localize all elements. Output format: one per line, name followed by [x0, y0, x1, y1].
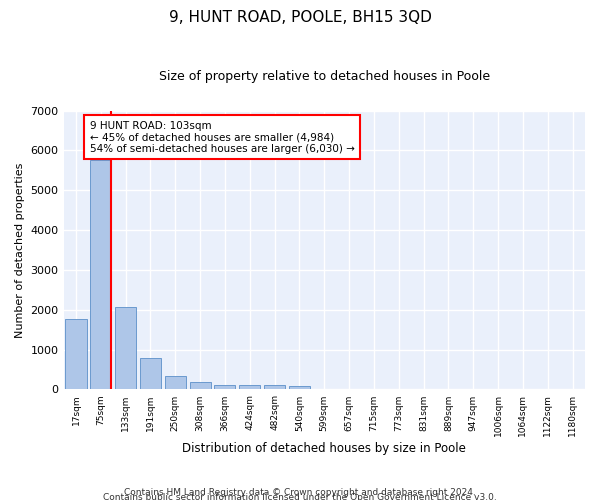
- Text: Contains public sector information licensed under the Open Government Licence v3: Contains public sector information licen…: [103, 492, 497, 500]
- Bar: [190, 382, 211, 390]
- Y-axis label: Number of detached properties: Number of detached properties: [15, 162, 25, 338]
- Bar: [140, 358, 161, 390]
- X-axis label: Distribution of detached houses by size in Poole: Distribution of detached houses by size …: [182, 442, 466, 455]
- Bar: [165, 376, 186, 390]
- Bar: [90, 160, 112, 390]
- Bar: [239, 386, 260, 390]
- Bar: [115, 306, 136, 390]
- Title: Size of property relative to detached houses in Poole: Size of property relative to detached ho…: [159, 70, 490, 83]
- Text: 9 HUNT ROAD: 103sqm
← 45% of detached houses are smaller (4,984)
54% of semi-det: 9 HUNT ROAD: 103sqm ← 45% of detached ho…: [89, 120, 355, 154]
- Bar: [214, 385, 235, 390]
- Bar: [65, 318, 86, 390]
- Text: Contains HM Land Registry data © Crown copyright and database right 2024.: Contains HM Land Registry data © Crown c…: [124, 488, 476, 497]
- Bar: [264, 386, 285, 390]
- Bar: [289, 386, 310, 390]
- Text: 9, HUNT ROAD, POOLE, BH15 3QD: 9, HUNT ROAD, POOLE, BH15 3QD: [169, 10, 431, 25]
